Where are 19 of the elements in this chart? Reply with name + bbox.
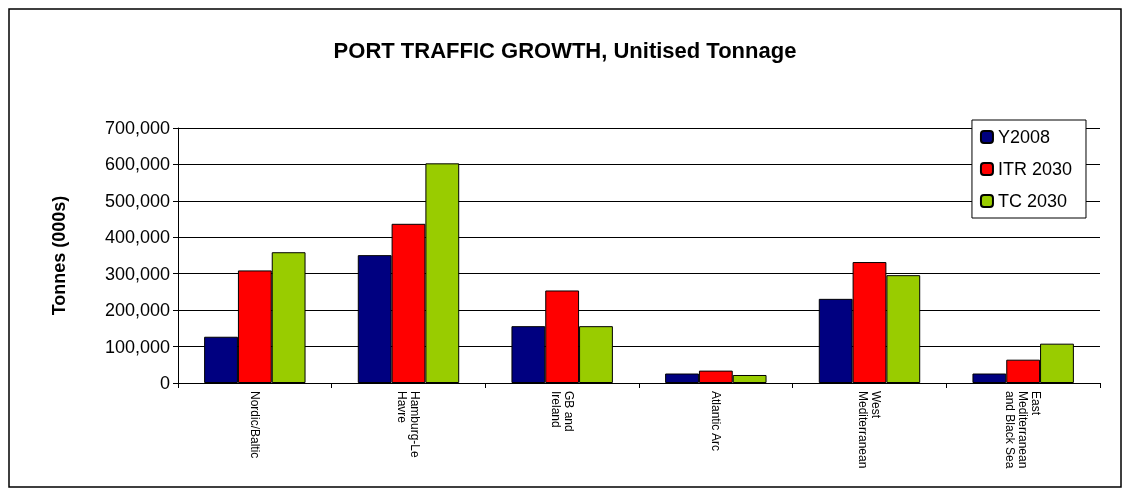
y-axis-title: Tonnes (000s) [49, 195, 69, 316]
x-tick-label: Hamburg-Le Havre [395, 391, 422, 459]
legend-label: Y2008 [997, 127, 1051, 147]
x-tick-label: East Mediterranean and Black Sea [1003, 391, 1044, 469]
x-tick-label: West Mediterranean [856, 391, 883, 469]
y-tick-label: 300,000 [104, 263, 170, 284]
legend-label: ITR 2030 [997, 159, 1073, 179]
y-tick-label: 500,000 [104, 190, 170, 211]
y-tick-label: 0 [159, 373, 170, 393]
x-tick-label: Atlantic Arc [708, 391, 723, 452]
chart-title: PORT TRAFFIC GROWTH, Unitised Tonnage [333, 37, 797, 63]
x-tick-label: Nordic/Baltic [247, 391, 262, 459]
y-tick-label: 100,000 [104, 336, 170, 357]
y-tick-label: 700,000 [104, 118, 170, 138]
x-tick-label: GB and Ireland [548, 391, 576, 432]
y-tick-label: 200,000 [104, 300, 170, 321]
legend-label: TC 2030 [997, 191, 1068, 211]
y-tick-label: 600,000 [104, 154, 170, 175]
y-tick-label: 400,000 [104, 227, 170, 248]
